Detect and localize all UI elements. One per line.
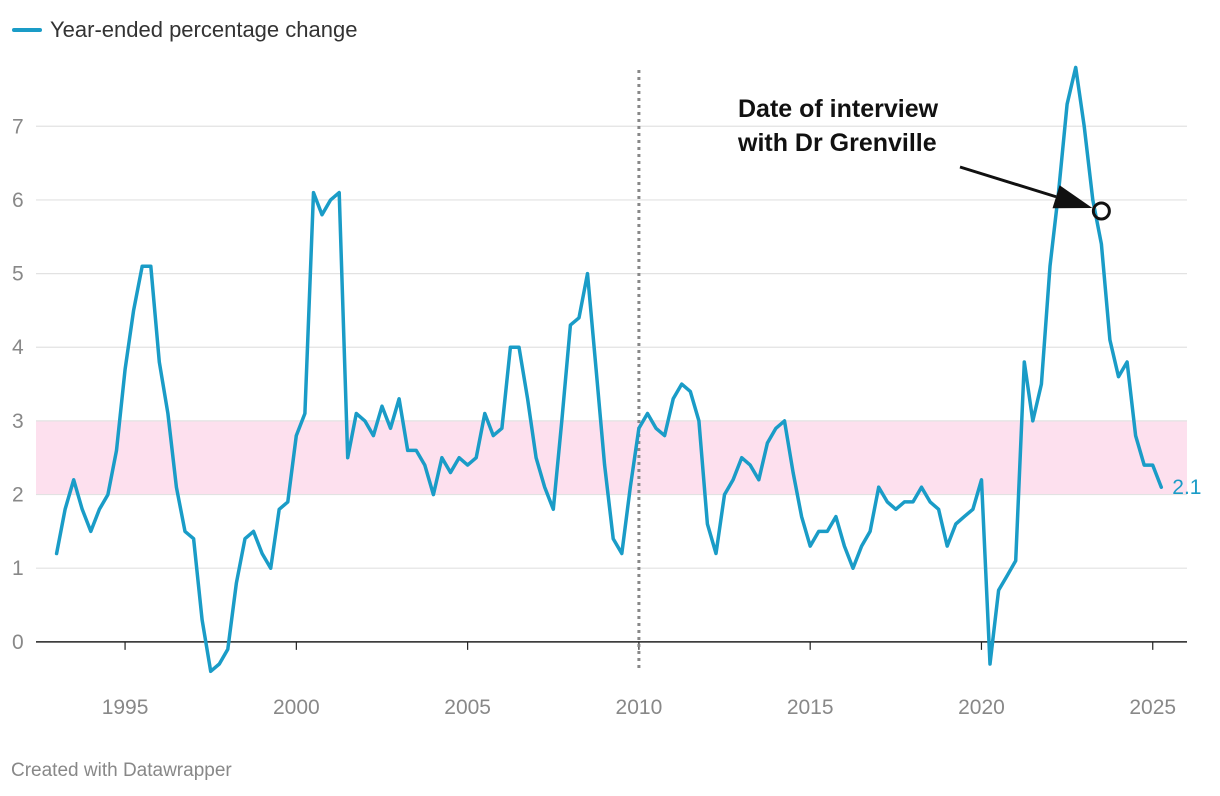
legend-swatch [12,28,42,32]
annotation-marker-circle [1091,201,1111,221]
x-tick-label: 2025 [1129,696,1176,719]
y-tick-label: 2 [12,484,24,507]
y-tick-label: 7 [12,115,24,138]
x-tick-label: 2000 [273,696,320,719]
x-tick-label: 2020 [958,696,1005,719]
y-tick-label: 4 [12,336,24,359]
y-tick-label: 1 [12,557,24,580]
target-band [36,420,1187,495]
legend: Year-ended percentage change [12,16,357,44]
x-tick-label: 2015 [787,696,834,719]
x-tick-label: 1995 [102,696,149,719]
annotation-arrow-shaft [959,165,1057,199]
y-tick-label: 5 [12,263,24,286]
legend-label: Year-ended percentage change [50,17,358,42]
y-tick-label: 6 [12,189,24,212]
x-tick-label: 2010 [616,696,663,719]
x-tick-label: 2005 [444,696,491,719]
credit-text: Created with Datawrapper [11,760,232,781]
annotation-text-line1: Date of interview [738,95,939,123]
annotation-text-line2: with Dr Grenville [737,129,937,157]
series-line [54,65,1164,674]
y-tick-label: 0 [12,631,24,654]
annotation-arrow-head [1052,185,1093,209]
end-value-label: 2.1 [1172,476,1201,499]
y-tick-label: 3 [12,410,24,433]
